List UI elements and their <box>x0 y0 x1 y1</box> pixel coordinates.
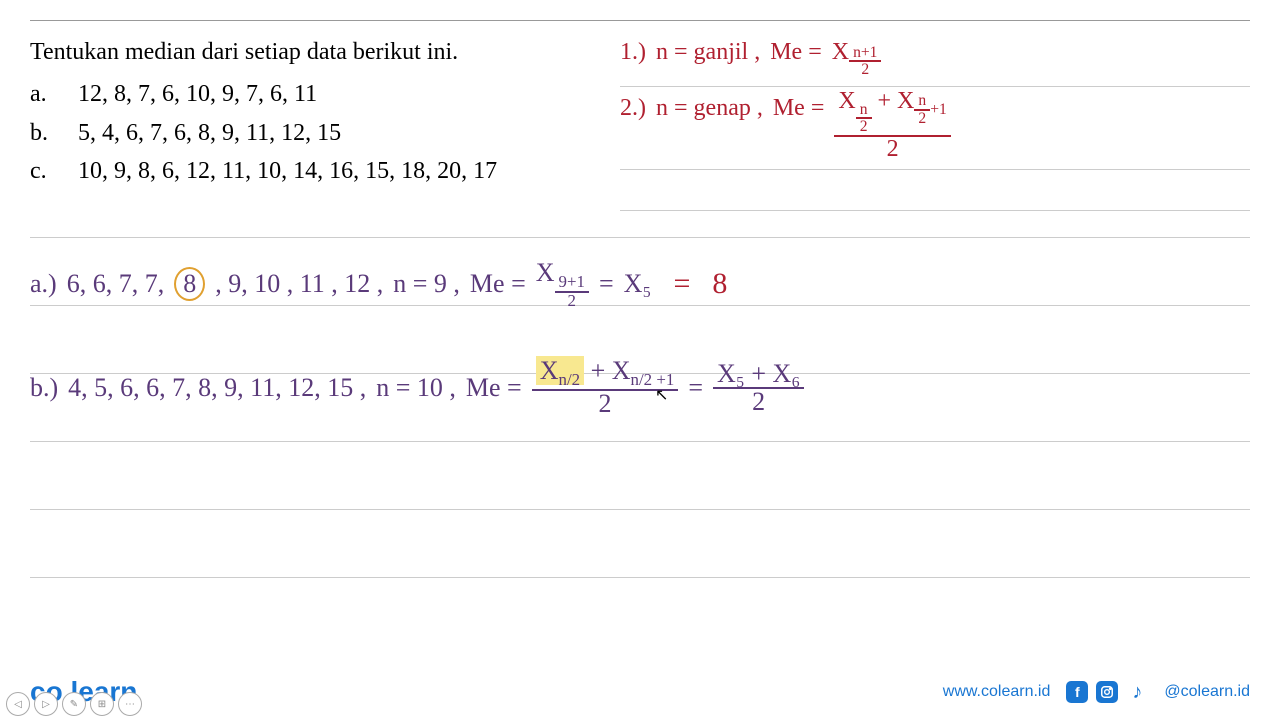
work-b: b.) 4, 5, 6, 6, 7, 8, 9, 11, 12, 15 , n … <box>30 358 804 417</box>
eq: = <box>688 373 703 403</box>
content-row: Tentukan median dari setiap data berikut… <box>30 33 1250 213</box>
formula-me: Me = <box>773 89 825 127</box>
me-expr: X9+12 <box>536 258 589 310</box>
footer-handle: @colearn.id <box>1164 683 1250 701</box>
work-label: b.) <box>30 373 58 403</box>
sorted-pre: 6, 6, 7, 7, <box>67 269 165 299</box>
formula-fraction: Xn2 + Xn2+1 2 <box>834 89 950 161</box>
ruled-line <box>30 509 1250 577</box>
item-text: 10, 9, 8, 6, 12, 11, 10, 14, 16, 15, 18,… <box>78 152 590 190</box>
me-label: Me = <box>466 373 522 403</box>
footer-right: www.colearn.id f ♪ @colearn.id <box>943 681 1250 703</box>
result-value: 8 <box>712 267 727 301</box>
result-eq: = <box>673 267 690 301</box>
formula-rule <box>620 86 1250 87</box>
grid-button[interactable]: ⊞ <box>90 692 114 716</box>
formula-odd: 1.) n = ganjil , Me = Xn+12 <box>620 33 1250 78</box>
play-button[interactable]: ▷ <box>34 692 58 716</box>
problem-list: a. 12, 8, 7, 6, 10, 9, 7, 6, 11 b. 5, 4,… <box>30 75 590 190</box>
n-value: n = 10 , <box>376 373 456 403</box>
problem-item-b: b. 5, 4, 6, 7, 6, 8, 9, 11, 12, 15 <box>30 114 590 152</box>
formula-num: 1.) <box>620 33 646 71</box>
edit-button[interactable]: ✎ <box>62 692 86 716</box>
footer: co learn www.colearn.id f ♪ @colearn.id <box>30 676 1250 708</box>
formula-block: 1.) n = ganjil , Me = Xn+12 2.) n = gena… <box>620 33 1250 213</box>
me-frac-2: X₅ + X₆ 2 <box>713 361 804 415</box>
formula-cond: n = genap , <box>656 89 763 127</box>
formula-num: 2.) <box>620 89 646 127</box>
formula-rule <box>620 210 1250 211</box>
item-label: a. <box>30 75 50 113</box>
n-value: n = 9 , <box>393 269 460 299</box>
ruled-line <box>30 577 1250 645</box>
sorted: 4, 5, 6, 6, 7, 8, 9, 11, 12, 15 , <box>68 373 366 403</box>
ruled-line <box>30 441 1250 509</box>
work-a: a.) 6, 6, 7, 7, 8 , 9, 10 , 11 , 12 , n … <box>30 258 727 310</box>
problem-item-a: a. 12, 8, 7, 6, 10, 9, 7, 6, 11 <box>30 75 590 113</box>
formula-even: 2.) n = genap , Me = Xn2 + Xn2+1 2 <box>620 89 1250 161</box>
highlighted-term: Xn/2 <box>536 356 584 385</box>
cursor-icon: ↖ <box>655 385 668 405</box>
page: Tentukan median dari setiap data berikut… <box>0 0 1280 720</box>
problem-item-c: c. 10, 9, 8, 6, 12, 11, 10, 14, 16, 15, … <box>30 152 590 190</box>
footer-url[interactable]: www.colearn.id <box>943 683 1051 701</box>
playback-controls: ◁ ▷ ✎ ⊞ ⋯ <box>6 692 142 716</box>
item-text: 12, 8, 7, 6, 10, 9, 7, 6, 11 <box>78 75 590 113</box>
sorted-post: , 9, 10 , 11 , 12 , <box>215 269 383 299</box>
formula-rule <box>620 169 1250 170</box>
problem-title: Tentukan median dari setiap data berikut… <box>30 33 590 71</box>
circled-median: 8 <box>174 267 205 301</box>
more-button[interactable]: ⋯ <box>118 692 142 716</box>
x5: X₅ <box>624 269 652 299</box>
top-rule <box>30 20 1250 21</box>
formula-x: Xn+12 <box>832 33 882 78</box>
item-label: b. <box>30 114 50 152</box>
prev-button[interactable]: ◁ <box>6 692 30 716</box>
me-label: Me = <box>470 269 526 299</box>
facebook-icon[interactable]: f <box>1066 681 1088 703</box>
tiktok-icon[interactable]: ♪ <box>1126 681 1148 703</box>
item-label: c. <box>30 152 50 190</box>
instagram-icon[interactable] <box>1096 681 1118 703</box>
social-icons: f ♪ <box>1066 681 1148 703</box>
formula-cond: n = ganjil , <box>656 33 760 71</box>
work-label: a.) <box>30 269 57 299</box>
eq: = <box>599 269 614 299</box>
problem-block: Tentukan median dari setiap data berikut… <box>30 33 590 213</box>
item-text: 5, 4, 6, 7, 6, 8, 9, 11, 12, 15 <box>78 114 590 152</box>
formula-me: Me = <box>770 33 822 71</box>
